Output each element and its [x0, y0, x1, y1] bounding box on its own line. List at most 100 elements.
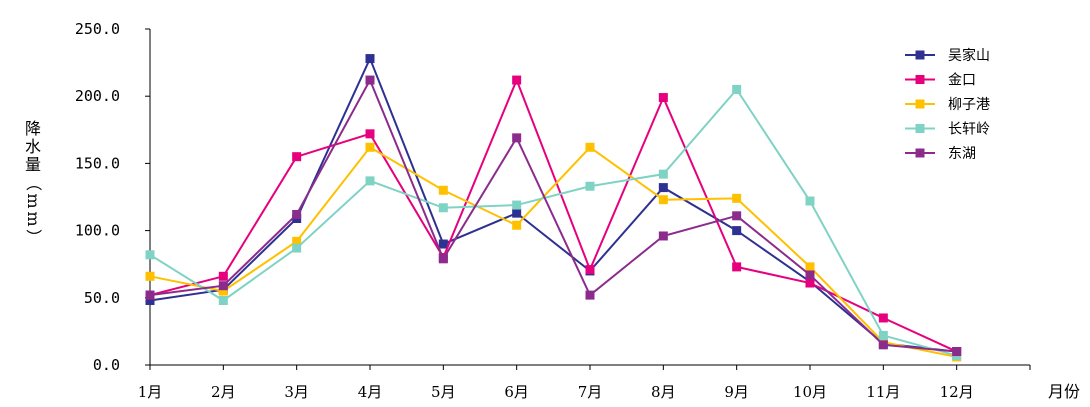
legend-label: 金口 — [948, 73, 976, 89]
data-point — [805, 196, 815, 206]
data-point — [732, 193, 742, 203]
data-point — [585, 290, 595, 300]
series-line — [149, 145, 957, 358]
x-tick-label: 9月 — [724, 383, 749, 401]
legend-item: 东湖 — [905, 146, 976, 162]
data-point — [145, 271, 155, 281]
data-point — [952, 347, 962, 357]
x-tick-label: 2月 — [211, 383, 236, 401]
x-tick-label: 12月 — [940, 383, 974, 401]
y-axis-title-char: 水 — [25, 137, 41, 156]
data-point — [878, 330, 888, 340]
data-point — [658, 231, 668, 241]
series-4 — [145, 84, 962, 361]
x-tick-label: 1月 — [138, 383, 163, 401]
x-tick-label: 8月 — [651, 383, 676, 401]
data-point — [365, 75, 375, 85]
data-point — [878, 313, 888, 323]
data-point — [365, 129, 375, 139]
legend-swatch-marker — [915, 124, 925, 133]
y-tick-label: 150.0 — [75, 154, 120, 172]
data-point — [878, 340, 888, 350]
data-point — [512, 75, 522, 85]
legend-label: 柳子港 — [948, 96, 990, 113]
data-point — [292, 152, 302, 162]
data-point — [805, 270, 815, 280]
legend-swatch-marker — [915, 99, 925, 109]
data-point — [658, 195, 668, 205]
y-axis-title-char: （ — [24, 175, 43, 191]
x-tick-label: 6月 — [504, 383, 529, 401]
legend-item: 长轩岭 — [905, 122, 990, 138]
data-point — [585, 142, 595, 152]
data-point — [512, 208, 522, 218]
series-line — [149, 77, 958, 353]
series-line — [149, 56, 957, 353]
data-point — [292, 209, 302, 219]
data-point — [145, 250, 155, 260]
x-tick-label: 10月 — [793, 383, 827, 401]
data-point — [365, 54, 375, 64]
y-axis-title-char: 量 — [25, 155, 41, 174]
y-axis-title: 降水量（ mm ） — [24, 119, 43, 245]
legend-item: 吴家山 — [905, 47, 990, 64]
x-tick-label: 5月 — [431, 383, 456, 401]
data-point — [732, 211, 742, 221]
y-axis-title-char: 降 — [25, 119, 41, 138]
data-point — [218, 286, 228, 296]
legend-label: 东湖 — [948, 146, 976, 162]
axes — [149, 29, 1030, 366]
legend-swatch-marker — [915, 75, 925, 84]
series-line — [149, 77, 957, 353]
x-tick-label: 4月 — [358, 383, 383, 401]
y-tick-label: 200.0 — [75, 87, 120, 105]
y-tick-label: 0.0 — [93, 356, 120, 374]
data-point — [438, 203, 448, 213]
data-point — [512, 200, 522, 210]
data-point — [365, 142, 375, 152]
data-point — [218, 295, 228, 305]
data-point — [292, 243, 302, 253]
data-point — [805, 262, 815, 272]
y-axis-ticks: 0.0 50.0 100.0 150.0 200.0 250.0 — [75, 20, 150, 374]
x-tick-label: 3月 — [284, 383, 309, 401]
y-tick-label: 250.0 — [75, 20, 120, 38]
x-tick-label: 11月 — [866, 383, 900, 401]
data-point — [218, 281, 228, 291]
data-point — [292, 236, 302, 246]
data-point — [438, 254, 448, 264]
y-axis-title-char: m — [24, 211, 43, 226]
data-point — [438, 185, 448, 195]
data-point — [805, 278, 815, 288]
data-point — [658, 169, 668, 179]
x-tick-label: 7月 — [578, 383, 603, 401]
series-3 — [145, 142, 962, 362]
y-tick-label: 100.0 — [75, 222, 120, 240]
data-point — [585, 265, 595, 275]
legend-swatch-marker — [915, 148, 925, 158]
data-point — [512, 133, 522, 143]
legend-swatch-marker — [915, 50, 925, 60]
data-point — [145, 290, 155, 300]
y-axis-title-char: m — [24, 193, 43, 208]
series-line — [149, 87, 957, 357]
series-group — [145, 54, 962, 362]
legend-item: 金口 — [905, 73, 976, 89]
data-point — [145, 295, 155, 305]
data-point — [365, 176, 375, 186]
data-point — [218, 271, 228, 281]
data-point — [732, 84, 742, 94]
data-point — [732, 262, 742, 272]
x-axis-title: 月份 — [1048, 382, 1080, 401]
data-point — [512, 220, 522, 230]
series-5 — [145, 75, 962, 357]
data-point — [438, 239, 448, 249]
legend-item: 柳子港 — [905, 96, 990, 113]
data-point — [585, 181, 595, 191]
x-axis-ticks: 1月 2月 3月 4月 5月 6月 7月 8月 9月 10月 11月 12月 — [138, 365, 1031, 401]
data-point — [658, 93, 668, 103]
y-axis-title-char: ） — [24, 229, 43, 245]
legend-label: 吴家山 — [948, 47, 990, 64]
y-tick-label: 50.0 — [84, 289, 120, 307]
